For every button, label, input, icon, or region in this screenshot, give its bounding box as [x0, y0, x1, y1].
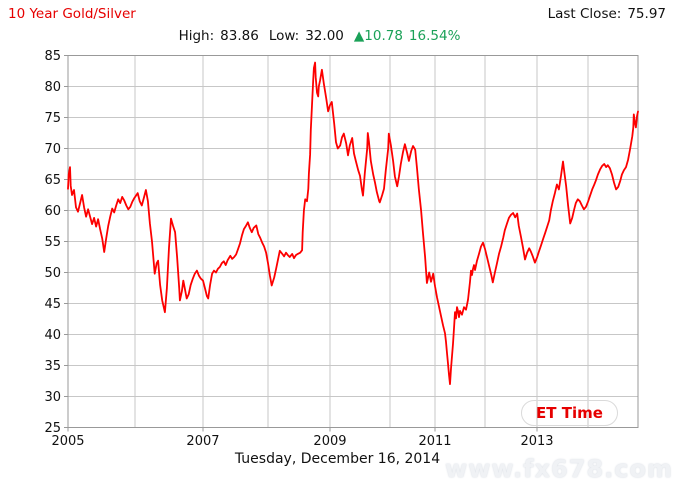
price-line: [67, 61, 639, 386]
last-close-value: 75.97: [627, 6, 666, 22]
high-label: High:: [178, 28, 215, 44]
y-axis-tick-label: 35: [44, 359, 61, 374]
y-axis-tick-label: 50: [44, 266, 61, 281]
watermark: www.fx678.com: [445, 455, 673, 483]
last-close-label: Last Close:: [547, 6, 622, 22]
y-axis-tick-label: 75: [44, 111, 61, 126]
low-label: Low:: [268, 28, 300, 44]
x-axis-tick-label: 2005: [51, 434, 84, 449]
y-axis-tick-label: 30: [44, 390, 61, 405]
x-axis-tick-label: 2013: [520, 434, 553, 449]
date-label: Tuesday, December 16, 2014: [234, 451, 441, 467]
high-value: 83.86: [220, 28, 259, 44]
et-time-label: ET Time: [521, 400, 618, 426]
y-axis-tick-label: 65: [44, 173, 61, 188]
y-axis-tick-label: 80: [44, 80, 61, 95]
y-axis-tick-label: 70: [44, 142, 61, 157]
y-axis-tick-label: 55: [44, 235, 61, 250]
low-value: 32.00: [305, 28, 344, 44]
x-axis-tick-label: 2007: [186, 434, 219, 449]
y-axis-tick-label: 85: [44, 49, 61, 64]
y-axis-tick-label: 60: [44, 204, 61, 219]
chart-title: 10 Year Gold/Silver: [8, 6, 136, 22]
change-up-arrow-icon: ▲: [353, 28, 365, 44]
y-axis-tick-label: 45: [44, 297, 61, 312]
last-close: Last Close: 75.97: [548, 6, 666, 22]
x-axis-tick-label: 2009: [313, 434, 346, 449]
x-axis-tick-label: 2011: [418, 434, 451, 449]
change-percent: 16.54%: [408, 28, 461, 44]
y-axis-tick-label: 40: [44, 328, 61, 343]
change-value: 10.78: [364, 28, 403, 44]
high-low-bar: High: 83.86 Low: 32.00 ▲10.78 16.54%: [0, 28, 657, 44]
y-axis-tick-label: 25: [44, 421, 61, 436]
